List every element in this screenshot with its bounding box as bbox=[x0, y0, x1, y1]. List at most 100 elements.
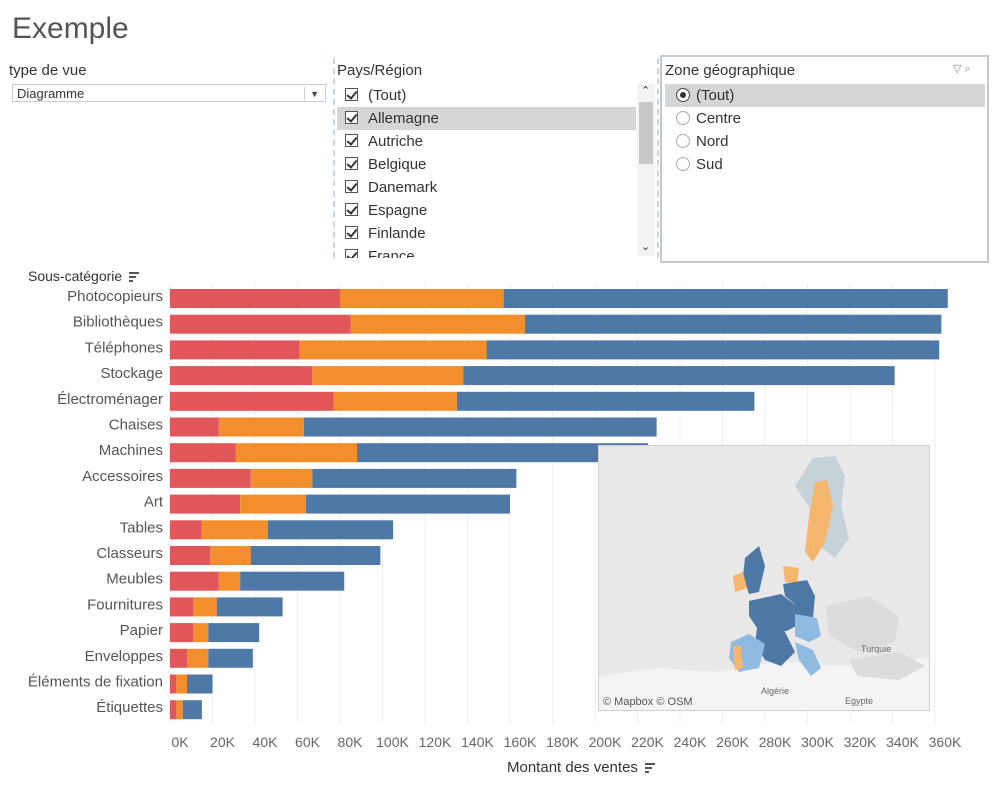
zone-filter-title: Zone géographique bbox=[665, 62, 796, 79]
x-tick-label: 260K bbox=[716, 734, 749, 750]
bar-segment bbox=[486, 340, 940, 360]
category-label: Éléments de fixation bbox=[28, 674, 163, 691]
country-filter-title: Pays/Région bbox=[337, 62, 423, 79]
bar-segment bbox=[187, 674, 213, 694]
bar-segment bbox=[235, 443, 357, 463]
x-axis-title-text: Montant des ventes bbox=[507, 759, 638, 776]
x-tick-label: 40K bbox=[253, 734, 279, 750]
bar-segment bbox=[250, 468, 313, 488]
bar-segment bbox=[170, 494, 241, 514]
radio-button[interactable] bbox=[676, 157, 690, 171]
checkbox[interactable] bbox=[345, 157, 358, 170]
zone-option[interactable]: Sud bbox=[665, 153, 985, 176]
bar-segment bbox=[240, 571, 345, 591]
scroll-up-icon[interactable]: ⌃ bbox=[641, 85, 651, 97]
bar-segment bbox=[170, 520, 202, 540]
zone-option[interactable]: Centre bbox=[665, 107, 985, 130]
zone-filter-panel bbox=[660, 55, 989, 263]
bar-segment bbox=[218, 571, 241, 591]
checkbox[interactable] bbox=[345, 88, 358, 101]
sort-icon[interactable] bbox=[645, 761, 656, 775]
country-option-label: Autriche bbox=[368, 133, 424, 150]
bar-segment bbox=[312, 366, 464, 386]
europe-map[interactable]: Turquie Algérie Egypte © Mapbox © OSM bbox=[598, 445, 930, 711]
category-label: Classeurs bbox=[96, 545, 163, 562]
country-option[interactable]: Finlande bbox=[337, 222, 636, 245]
country-option[interactable]: Danemark bbox=[337, 176, 636, 199]
filter-icon[interactable]: ▽ bbox=[953, 63, 962, 75]
radio-button[interactable] bbox=[676, 111, 690, 125]
x-tick-label: 120K bbox=[419, 734, 452, 750]
bar-segment bbox=[250, 546, 381, 565]
category-label: Bibliothèques bbox=[73, 314, 163, 331]
x-tick-label: 160K bbox=[504, 734, 537, 750]
search-icon[interactable]: ⌕ bbox=[964, 63, 971, 75]
bar-segment bbox=[170, 700, 177, 720]
country-option[interactable]: (Tout) bbox=[337, 84, 636, 107]
bar-segment bbox=[170, 366, 313, 386]
bar-segment bbox=[208, 648, 253, 668]
map-label-egypte: Egypte bbox=[845, 696, 874, 706]
bar-segment bbox=[463, 366, 895, 386]
x-tick-label: 320K bbox=[844, 734, 877, 750]
bar-segment bbox=[176, 700, 183, 720]
zone-option[interactable]: (Tout) bbox=[665, 84, 985, 107]
view-type-dropdown[interactable]: Diagramme ▼ bbox=[12, 84, 326, 102]
view-type-title: type de vue bbox=[9, 62, 87, 79]
radio-button[interactable] bbox=[676, 134, 690, 148]
checkbox[interactable] bbox=[345, 111, 358, 124]
x-tick-label: 100K bbox=[376, 734, 409, 750]
category-label: Chaises bbox=[109, 417, 163, 434]
bar-chart: 0K 20K 40K 60K 80K 100K 120K 140K 160K 180K 200K 22… bbox=[28, 283, 962, 750]
bar-segment bbox=[182, 700, 202, 720]
bar-segment bbox=[170, 391, 334, 411]
filter-divider bbox=[333, 58, 335, 258]
zone-option-label: Nord bbox=[696, 133, 729, 150]
x-tick-label: 280K bbox=[759, 734, 792, 750]
bar-segment bbox=[299, 340, 487, 360]
category-label: Tables bbox=[120, 519, 163, 536]
bar-segment bbox=[240, 494, 306, 514]
chevron-down-icon[interactable]: ▼ bbox=[310, 89, 319, 99]
bar-segment bbox=[357, 443, 649, 463]
country-option[interactable]: France bbox=[337, 245, 636, 258]
bar-segment bbox=[170, 289, 340, 308]
country-option-label: Espagne bbox=[368, 202, 428, 219]
bar-segment bbox=[170, 623, 194, 643]
bar-segment bbox=[267, 520, 394, 540]
scrollbar-thumb[interactable] bbox=[639, 102, 653, 164]
country-option[interactable]: Belgique bbox=[337, 153, 636, 176]
country-option-label: Belgique bbox=[368, 156, 427, 173]
x-tick-label: 360K bbox=[929, 734, 962, 750]
category-label: Électroménager bbox=[57, 391, 163, 408]
checkbox[interactable] bbox=[345, 249, 358, 258]
bar-segment bbox=[303, 417, 657, 437]
checkbox[interactable] bbox=[345, 203, 358, 216]
bar-segment bbox=[170, 597, 194, 617]
y-axis-title: Sous-catégorie bbox=[28, 268, 140, 284]
category-label: Fournitures bbox=[87, 596, 163, 613]
zone-option[interactable]: Nord bbox=[665, 130, 985, 153]
checkbox[interactable] bbox=[345, 180, 358, 193]
category-label: Stockage bbox=[100, 365, 163, 382]
x-tick-label: 240K bbox=[674, 734, 707, 750]
checkbox[interactable] bbox=[345, 226, 358, 239]
sort-icon[interactable] bbox=[129, 270, 140, 284]
country-option[interactable]: Allemagne bbox=[337, 107, 636, 130]
y-axis-title-text: Sous-catégorie bbox=[28, 268, 123, 284]
bar-segment bbox=[176, 674, 187, 694]
radio-button[interactable] bbox=[676, 88, 690, 102]
bar-segment bbox=[170, 468, 251, 488]
country-option[interactable]: Espagne bbox=[337, 199, 636, 222]
bar-segment bbox=[170, 674, 177, 694]
category-label: Meubles bbox=[106, 571, 163, 588]
bar-segment bbox=[193, 597, 217, 617]
checkbox[interactable] bbox=[345, 134, 358, 147]
category-label: Enveloppes bbox=[85, 648, 163, 665]
country-scrollbar[interactable]: ⌃ ⌄ bbox=[637, 84, 655, 256]
country-option-label: Allemagne bbox=[368, 110, 439, 127]
scroll-down-icon[interactable]: ⌄ bbox=[641, 241, 651, 253]
map-shapes bbox=[599, 456, 929, 710]
map-label-algerie: Algérie bbox=[761, 686, 790, 696]
country-option[interactable]: Autriche bbox=[337, 130, 636, 153]
